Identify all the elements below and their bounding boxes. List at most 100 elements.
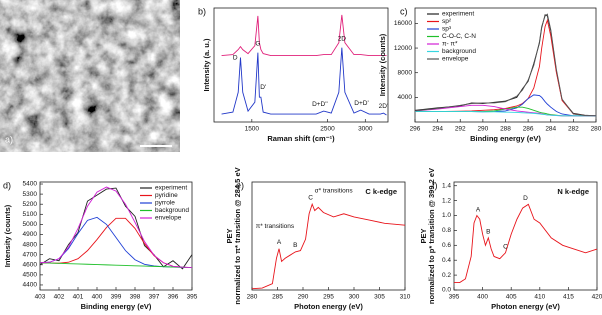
- y-axis-label: Intensity (a. u.): [202, 38, 211, 91]
- x-tick-label: 284: [545, 126, 556, 133]
- series-line: [251, 202, 406, 290]
- x-tick-label: 395: [187, 294, 198, 301]
- x-tick-label: 295: [323, 294, 334, 301]
- annotation: D: [233, 54, 238, 61]
- x-axis-label: Photon energy (eV): [294, 302, 363, 311]
- y-tick-label: 1.4: [442, 182, 451, 189]
- y-axis-label: normalized to p* transition @ 399.2 eV: [427, 168, 436, 304]
- y-tick-label: 5400: [23, 181, 38, 188]
- series-line: [415, 94, 596, 117]
- y-axis-label: PEY: [419, 228, 428, 243]
- legend-label: envelope: [155, 215, 182, 222]
- x-tick-label: 400: [92, 294, 103, 301]
- y-tick-label: 4000: [398, 94, 413, 101]
- x-axis-label: Raman shift (cm⁻¹): [267, 134, 335, 143]
- x-tick-label: 310: [400, 294, 411, 301]
- x-tick-label: 296: [410, 126, 421, 133]
- x-tick-label: 280: [591, 126, 602, 133]
- y-tick-label: 4500: [23, 272, 38, 279]
- y-tick-label: 5100: [23, 211, 38, 218]
- annotation: D+D': [354, 100, 368, 107]
- x-tick-label: 401: [73, 294, 84, 301]
- panel-label: a): [5, 134, 13, 144]
- x-tick-label: 403: [35, 294, 46, 301]
- chart-panel: 395 400 405 410 415 420 0.0 0.2 0.4 0.6 0.8 1.0 1.2 1…: [419, 168, 602, 311]
- series-line: [39, 217, 193, 269]
- y-tick-label: 5300: [23, 191, 38, 198]
- legend-label: sp³: [442, 26, 452, 33]
- y-axis-label: Intensity (counts): [3, 204, 12, 267]
- legend-label: pyrrole: [155, 200, 175, 207]
- x-tick-label: 396: [168, 294, 179, 301]
- chart-panel: 280 285 290 295 300 305 310 e) Photon energy (eV…: [225, 167, 411, 311]
- y-tick-label: 16000: [394, 20, 412, 27]
- series-line: [39, 262, 193, 269]
- chart-title: N k-edge: [557, 187, 589, 196]
- y-tick-label: 4700: [23, 251, 38, 258]
- panel-label: d): [3, 180, 11, 190]
- legend-label: envelope: [442, 56, 469, 63]
- x-tick-label: 305: [374, 294, 385, 301]
- series-line: [221, 47, 387, 116]
- panel-label: b): [198, 6, 206, 16]
- legend-label: pyridine: [155, 192, 178, 199]
- annotation: G: [255, 40, 260, 47]
- series-line: [415, 111, 596, 117]
- series-line: [39, 186, 193, 269]
- x-tick-label: 300: [349, 294, 360, 301]
- x-tick-label: 420: [592, 294, 602, 301]
- annotation: D': [260, 84, 266, 91]
- annotation: C: [503, 244, 508, 251]
- y-tick-label: 1.0: [442, 212, 451, 219]
- y-tick-label: 5200: [23, 201, 38, 208]
- plot-frame: [251, 181, 406, 291]
- panel-label: f): [432, 180, 438, 190]
- panel-label: c): [400, 6, 408, 16]
- legend-label: background: [442, 48, 476, 55]
- series-line: [39, 187, 193, 270]
- plot-frame: [213, 7, 389, 123]
- annotation: D: [523, 195, 528, 202]
- legend-label: C-O-C, C-N: [442, 33, 476, 40]
- sem-texture: [0, 0, 180, 152]
- x-tick-label: 402: [54, 294, 65, 301]
- x-tick-label: 290: [298, 294, 309, 301]
- annotation: π* transitions: [256, 223, 295, 230]
- x-tick-label: 415: [563, 294, 574, 301]
- x-tick-label: 280: [247, 294, 258, 301]
- x-tick-label: 405: [506, 294, 517, 301]
- x-axis-label: Photon energy (eV): [491, 302, 560, 311]
- x-tick-label: 397: [149, 294, 160, 301]
- y-tick-label: 5000: [23, 221, 38, 228]
- series-line: [414, 13, 597, 117]
- y-tick-label: 4800: [23, 241, 38, 248]
- legend-label: sp²: [442, 18, 452, 25]
- x-tick-label: 290: [477, 126, 488, 133]
- chart-panel: 1500 2500 3000 b) Raman shift (cm⁻¹) Intensit…: [198, 6, 389, 143]
- annotation: A: [277, 239, 282, 246]
- x-tick-label: 285: [272, 294, 283, 301]
- annotation: C: [308, 195, 313, 202]
- y-axis-label: normalized to π* transition @ 284.5 eV: [233, 167, 242, 304]
- x-tick-label: 398: [130, 294, 141, 301]
- plot-frame: [453, 181, 598, 291]
- y-tick-label: 12000: [394, 45, 412, 52]
- y-tick-label: 4600: [23, 261, 38, 268]
- annotation: 2D: [338, 35, 347, 42]
- y-tick-label: 0.8: [442, 227, 451, 234]
- x-tick-label: 292: [455, 126, 466, 133]
- panel-label: e): [236, 180, 244, 190]
- series-line: [39, 216, 193, 269]
- y-tick-label: 0.2: [442, 272, 451, 279]
- x-tick-label: 410: [534, 294, 545, 301]
- y-tick-label: 4900: [23, 231, 38, 238]
- x-tick-label: 282: [568, 126, 579, 133]
- sem-image: a): [0, 0, 180, 152]
- y-axis-label: Intensity (counts): [378, 33, 387, 96]
- y-axis-label: PEY: [225, 228, 234, 243]
- annotation: D+D'': [312, 101, 328, 108]
- legend-label: background: [155, 207, 189, 214]
- x-tick-label: 294: [432, 126, 443, 133]
- chart-title: C k-edge: [365, 187, 397, 196]
